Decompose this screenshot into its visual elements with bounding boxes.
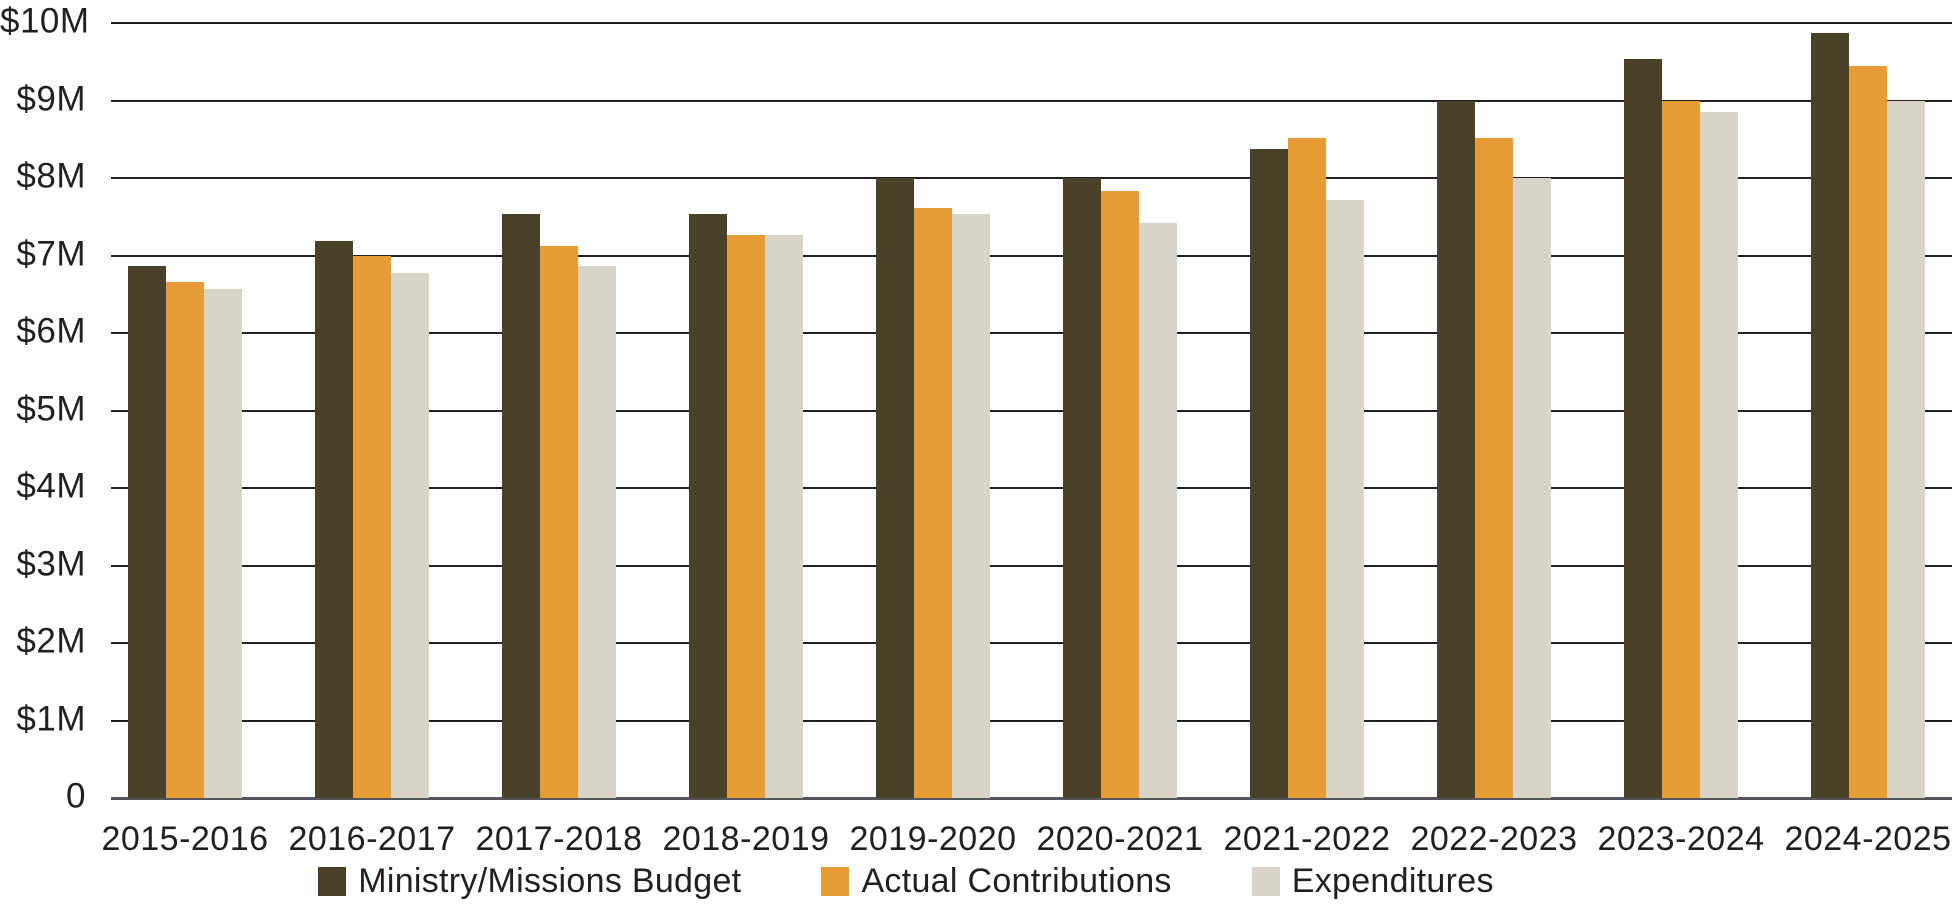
x-axis-tick-label: 2020-2021 xyxy=(1036,820,1204,858)
y-axis-tick-label: $1M xyxy=(16,698,86,738)
bar xyxy=(689,214,727,798)
bar xyxy=(1250,149,1288,798)
legend-color-swatch xyxy=(1251,867,1280,896)
gridline xyxy=(111,332,1952,334)
y-axis-tick-label: $3M xyxy=(16,543,86,583)
bar xyxy=(353,255,391,798)
bar xyxy=(1063,178,1101,798)
legend-item: Ministry/Missions Budget xyxy=(318,862,741,901)
bar xyxy=(1288,137,1326,798)
bar xyxy=(1662,100,1700,798)
bar xyxy=(876,178,914,798)
gridline xyxy=(111,487,1952,489)
legend-label: Expenditures xyxy=(1291,862,1494,900)
bar xyxy=(952,214,990,798)
gridline xyxy=(111,409,1952,412)
x-axis-tick-label: 2021-2022 xyxy=(1223,820,1391,858)
x-axis-tick-label: 2019-2020 xyxy=(849,820,1017,858)
bar xyxy=(166,281,204,798)
gridline xyxy=(111,99,1952,102)
bar xyxy=(204,288,242,798)
chart-legend: Ministry/Missions Budget Actual Contribut… xyxy=(0,862,1952,901)
x-axis-tick-label: 2024-2025 xyxy=(1784,820,1952,858)
gridline xyxy=(111,22,1952,24)
gridline xyxy=(111,564,1952,567)
bar xyxy=(391,273,429,798)
legend-label: Ministry/Missions Budget xyxy=(358,862,742,900)
legend-item: Actual Contributions xyxy=(821,862,1171,901)
bar xyxy=(502,214,540,798)
y-axis-tick-label: $5M xyxy=(16,388,86,428)
legend-label: Actual Contributions xyxy=(861,862,1172,900)
gridline xyxy=(111,642,1952,644)
y-axis-tick-label: $7M xyxy=(16,233,86,273)
gridline xyxy=(111,177,1952,179)
bar xyxy=(765,234,803,798)
legend-color-swatch xyxy=(821,867,850,896)
x-axis-tick-label: 2022-2023 xyxy=(1410,820,1578,858)
bar xyxy=(1624,59,1662,798)
bar xyxy=(1849,66,1887,798)
bar xyxy=(1513,178,1551,798)
gridline xyxy=(111,254,1952,257)
bar xyxy=(1101,191,1139,798)
bar xyxy=(1139,222,1177,798)
bar xyxy=(914,208,952,798)
bar xyxy=(727,234,765,798)
bar xyxy=(128,265,166,798)
y-axis-tick-label: $4M xyxy=(16,466,86,506)
bar xyxy=(578,266,616,798)
y-axis-tick-label: $6M xyxy=(16,311,86,351)
x-axis-tick-label: 2016-2017 xyxy=(288,820,456,858)
x-axis-baseline xyxy=(111,796,1952,800)
bar xyxy=(315,240,353,798)
x-axis-tick-label: 2023-2024 xyxy=(1597,820,1765,858)
bar xyxy=(1326,199,1364,798)
y-axis-tick-label: $2M xyxy=(16,621,86,661)
bar xyxy=(1811,33,1849,798)
y-axis-tick-label: 0 xyxy=(66,776,86,816)
y-axis-tick-label: $8M xyxy=(16,156,86,196)
x-axis-tick-label: 2018-2019 xyxy=(662,820,830,858)
bar xyxy=(1475,137,1513,798)
bar xyxy=(1887,100,1925,798)
gridline xyxy=(111,719,1952,722)
bar xyxy=(1437,100,1475,798)
x-axis-tick-label: 2015-2016 xyxy=(101,820,269,858)
y-axis-tick-label: $10M xyxy=(0,1,90,41)
legend-color-swatch xyxy=(318,867,347,896)
y-axis-tick-label: $9M xyxy=(16,78,86,118)
bar xyxy=(1700,112,1738,798)
legend-item: Expenditures xyxy=(1251,862,1494,901)
bar xyxy=(540,246,578,798)
x-axis-tick-label: 2017-2018 xyxy=(475,820,643,858)
